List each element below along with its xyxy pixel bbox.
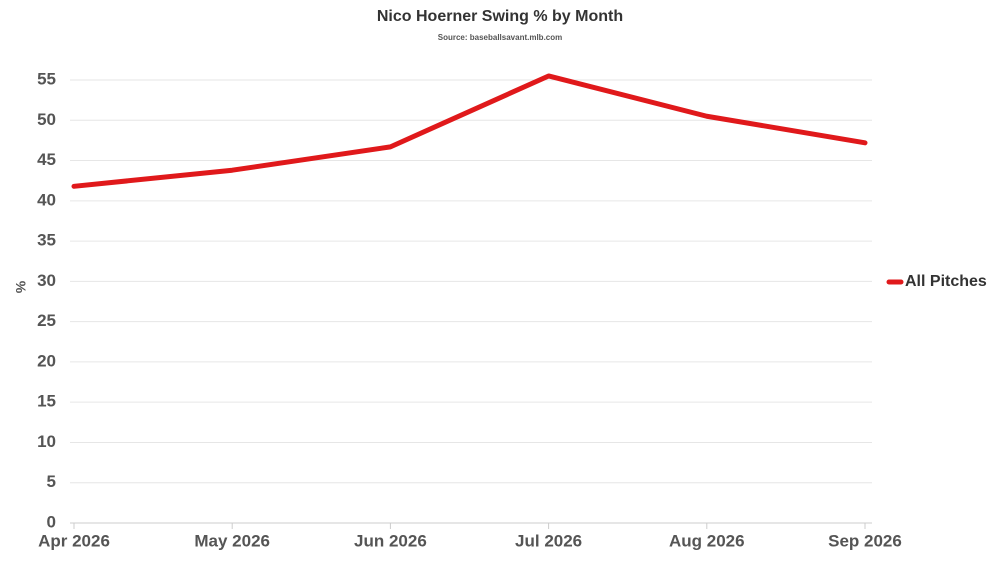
x-tick-label: Sep 2026 xyxy=(828,531,902,550)
y-tick-label: 55 xyxy=(37,69,56,88)
y-tick-label: 35 xyxy=(37,231,56,250)
x-tick-label: May 2026 xyxy=(194,531,270,550)
y-axis-label: % xyxy=(13,280,29,293)
chart-title: Nico Hoerner Swing % by Month xyxy=(377,8,623,25)
legend-label: All Pitches xyxy=(905,273,987,290)
data-line xyxy=(71,73,868,189)
x-tick-label: Jun 2026 xyxy=(354,531,427,550)
y-tick-label: 10 xyxy=(37,432,56,451)
y-tick-label: 50 xyxy=(37,110,56,129)
chart-subtitle: Source: baseballsavant.mlb.com xyxy=(438,33,563,42)
y-tick-label: 30 xyxy=(37,271,56,290)
y-tick-label: 20 xyxy=(37,351,56,370)
y-tick-label: 25 xyxy=(37,311,56,330)
x-tick-label: Jul 2026 xyxy=(515,531,582,550)
y-tick-label: 45 xyxy=(37,150,56,169)
y-tick-label: 15 xyxy=(37,392,56,411)
x-tick-label: Apr 2026 xyxy=(38,531,110,550)
x-tick-label: Aug 2026 xyxy=(669,531,745,550)
y-tick-label: 0 xyxy=(47,512,56,531)
y-tick-label: 40 xyxy=(37,190,56,209)
y-tick-label: 5 xyxy=(47,472,56,491)
